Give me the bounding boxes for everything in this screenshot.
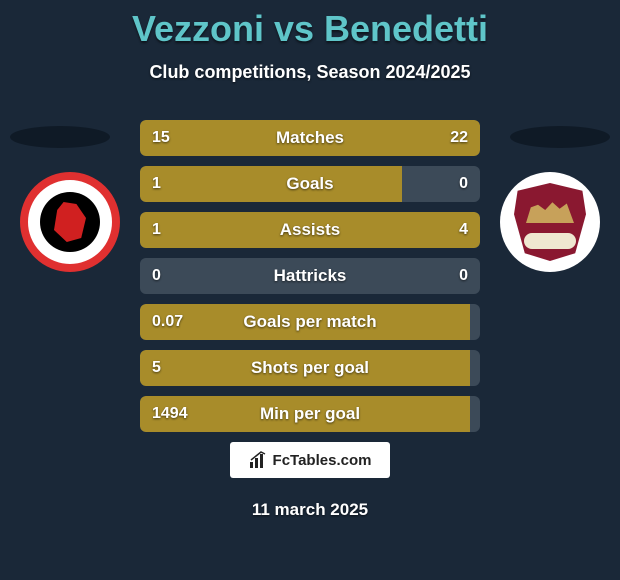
player-shadow-right	[510, 126, 610, 148]
page-title: Vezzoni vs Benedetti	[0, 0, 620, 50]
stat-row: 0.07Goals per match	[140, 304, 480, 340]
club-badge-right	[500, 172, 600, 272]
stat-label: Goals per match	[140, 304, 480, 340]
stat-row: 10Goals	[140, 166, 480, 202]
stat-label: Assists	[140, 212, 480, 248]
stat-label: Shots per goal	[140, 350, 480, 386]
stats-bars: 1522Matches 10Goals 14Assists 00Hattricks 0.…	[140, 120, 480, 442]
player-shadow-left	[10, 126, 110, 148]
club-badge-right-shield	[514, 183, 586, 261]
stat-label: Goals	[140, 166, 480, 202]
subtitle: Club competitions, Season 2024/2025	[0, 62, 620, 83]
stat-label: Min per goal	[140, 396, 480, 432]
branding-chart-icon	[249, 451, 267, 469]
stat-row: 00Hattricks	[140, 258, 480, 294]
club-badge-left	[20, 172, 120, 272]
stat-label: Matches	[140, 120, 480, 156]
branding: FcTables.com	[230, 442, 390, 478]
branding-text: FcTables.com	[273, 452, 372, 469]
stat-row: 1522Matches	[140, 120, 480, 156]
stat-row: 1494Min per goal	[140, 396, 480, 432]
stat-row: 14Assists	[140, 212, 480, 248]
stat-row: 5Shots per goal	[140, 350, 480, 386]
stat-label: Hattricks	[140, 258, 480, 294]
date-label: 11 march 2025	[0, 500, 620, 520]
club-badge-left-inner	[40, 192, 100, 252]
